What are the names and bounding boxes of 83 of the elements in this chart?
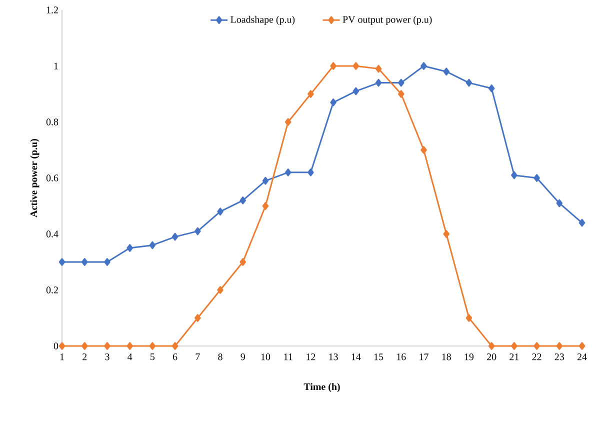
y-tick-label: 0.8 xyxy=(46,118,58,126)
point xyxy=(81,342,88,350)
point xyxy=(511,171,518,180)
point xyxy=(352,62,360,70)
y-tick-label: 0.4 xyxy=(46,230,58,238)
point xyxy=(398,78,404,87)
x-axis-title: Time (h) xyxy=(304,383,340,392)
point xyxy=(466,314,472,322)
point xyxy=(149,342,156,350)
x-tick-label: 4 xyxy=(128,354,132,360)
x-tick-label: 12 xyxy=(306,354,316,360)
point xyxy=(262,176,269,185)
point xyxy=(352,87,360,96)
point xyxy=(194,227,201,236)
point xyxy=(58,258,66,266)
y-tick-label: 0.2 xyxy=(46,286,58,294)
x-tick-label: 8 xyxy=(218,354,222,360)
point xyxy=(58,342,66,350)
y-tick-label: 1.2 xyxy=(46,6,58,14)
x-tick-label: 15 xyxy=(374,354,384,360)
point xyxy=(240,196,246,204)
point xyxy=(284,118,292,126)
x-tick-label: 19 xyxy=(464,354,474,360)
point xyxy=(488,84,495,92)
x-tick-label: 3 xyxy=(105,354,110,360)
x-tick-label: 13 xyxy=(329,354,338,360)
point xyxy=(104,258,110,266)
point xyxy=(104,342,110,350)
x-tick-label: 10 xyxy=(261,354,270,360)
point xyxy=(149,241,156,250)
x-tick-label: 24 xyxy=(577,354,587,360)
x-tick-label: 5 xyxy=(150,354,155,360)
legend-label: PV output power (p.u) xyxy=(342,16,432,25)
point xyxy=(308,168,314,176)
x-tick-label: 7 xyxy=(196,354,200,360)
x-tick-label: 9 xyxy=(240,354,245,360)
x-tick-label: 2 xyxy=(82,354,87,360)
point xyxy=(556,342,563,350)
x-tick-label: 20 xyxy=(487,354,496,360)
point xyxy=(240,258,246,266)
point xyxy=(443,230,450,238)
x-tick-label: 14 xyxy=(352,354,361,360)
point xyxy=(420,146,427,154)
point xyxy=(578,218,586,227)
point xyxy=(81,258,88,266)
point xyxy=(534,174,540,182)
point xyxy=(308,90,314,98)
point xyxy=(194,314,201,322)
point xyxy=(330,98,336,106)
x-tick-label: 11 xyxy=(284,354,292,360)
point xyxy=(217,208,224,216)
point xyxy=(420,62,427,70)
point xyxy=(284,168,292,176)
point xyxy=(375,64,382,73)
point xyxy=(172,232,178,241)
point xyxy=(126,244,133,252)
point xyxy=(398,90,404,98)
x-tick-label: 6 xyxy=(172,354,178,360)
y-tick-label: 0.6 xyxy=(46,174,58,182)
x-tick-label: 21 xyxy=(510,354,519,360)
x-tick-label: 22 xyxy=(532,354,542,360)
x-tick-label: 1 xyxy=(60,354,64,360)
y-tick-label: 1 xyxy=(54,62,58,70)
legend-label: Loadshape (p.u) xyxy=(230,16,295,25)
x-tick-label: 16 xyxy=(397,354,406,360)
point xyxy=(534,342,540,350)
point xyxy=(330,62,336,70)
x-tick-label: 18 xyxy=(442,354,451,360)
point xyxy=(578,342,586,350)
point xyxy=(375,78,382,87)
point xyxy=(172,342,178,350)
point xyxy=(466,78,472,87)
point xyxy=(217,286,224,294)
y-axis-title: Active power (p.u) xyxy=(30,139,40,218)
point xyxy=(126,342,133,350)
point xyxy=(556,199,563,208)
point xyxy=(262,202,269,210)
point xyxy=(488,342,495,350)
point xyxy=(443,68,450,76)
x-tick-label: 17 xyxy=(420,354,428,360)
point xyxy=(511,342,518,350)
y-tick-label: 0 xyxy=(54,342,58,350)
x-tick-label: 23 xyxy=(554,354,564,360)
